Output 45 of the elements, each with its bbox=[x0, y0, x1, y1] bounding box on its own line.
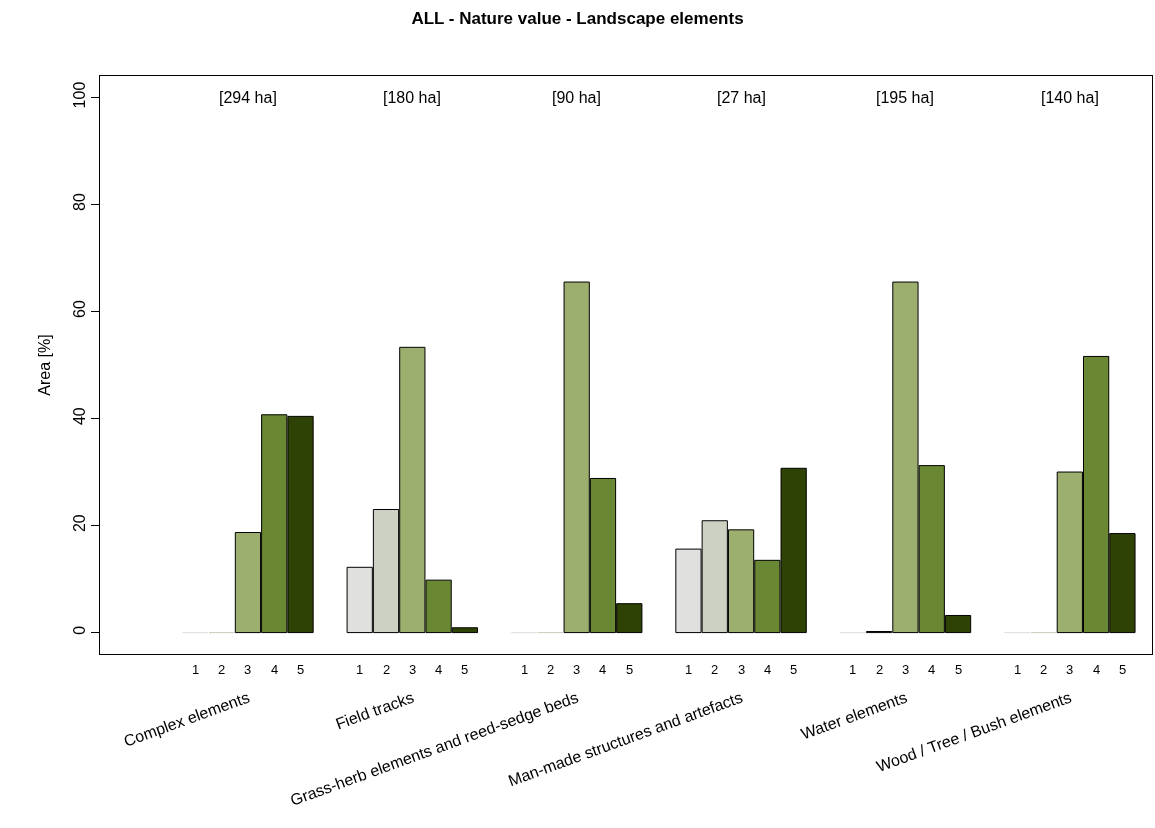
text: 4 bbox=[1093, 662, 1101, 677]
y-axis-title: Area [%] bbox=[36, 334, 54, 396]
annotation: [195 ha] bbox=[876, 89, 934, 106]
text: 1 bbox=[356, 662, 364, 677]
y-tick-label: 20 bbox=[70, 514, 88, 533]
text: 1 bbox=[192, 662, 200, 677]
text: 4 bbox=[435, 662, 443, 677]
text: 4 bbox=[764, 662, 772, 677]
text: 3 bbox=[902, 662, 910, 677]
y-tick-label: 100 bbox=[70, 81, 88, 109]
text: 3 bbox=[738, 662, 746, 677]
annotation: [140 ha] bbox=[1041, 89, 1099, 106]
y-tick-label: 0 bbox=[70, 625, 88, 635]
text: 4 bbox=[928, 662, 936, 677]
text: 1 bbox=[1014, 662, 1022, 677]
text: 5 bbox=[297, 662, 305, 677]
chart-title: ALL - Nature value - Landscape elements bbox=[411, 9, 744, 29]
text: 5 bbox=[461, 662, 469, 677]
annotation: [90 ha] bbox=[552, 89, 601, 106]
annotation: [27 ha] bbox=[717, 89, 766, 106]
text: 1 bbox=[849, 662, 857, 677]
text: 3 bbox=[244, 662, 252, 677]
text: 3 bbox=[573, 662, 581, 677]
y-tick-label: 40 bbox=[70, 407, 88, 426]
text: 2 bbox=[383, 662, 391, 677]
text: 2 bbox=[1040, 662, 1048, 677]
text: 4 bbox=[271, 662, 279, 677]
text: 2 bbox=[711, 662, 719, 677]
text: 5 bbox=[626, 662, 634, 677]
text: 1 bbox=[685, 662, 693, 677]
y-tick-label: 80 bbox=[70, 193, 88, 211]
text: 2 bbox=[547, 662, 555, 677]
annotation: [180 ha] bbox=[383, 89, 441, 106]
text: 5 bbox=[790, 662, 798, 677]
text: 4 bbox=[599, 662, 607, 677]
text: 2 bbox=[876, 662, 884, 677]
y-tick-label: 60 bbox=[70, 300, 88, 318]
text: 5 bbox=[1119, 662, 1127, 677]
text: 5 bbox=[955, 662, 963, 677]
annotation: [294 ha] bbox=[219, 89, 277, 106]
text: 1 bbox=[521, 662, 529, 677]
x-tick-label: Field tracks bbox=[333, 688, 417, 733]
text: 3 bbox=[1066, 662, 1074, 677]
text: 3 bbox=[409, 662, 417, 677]
text: 2 bbox=[218, 662, 226, 677]
